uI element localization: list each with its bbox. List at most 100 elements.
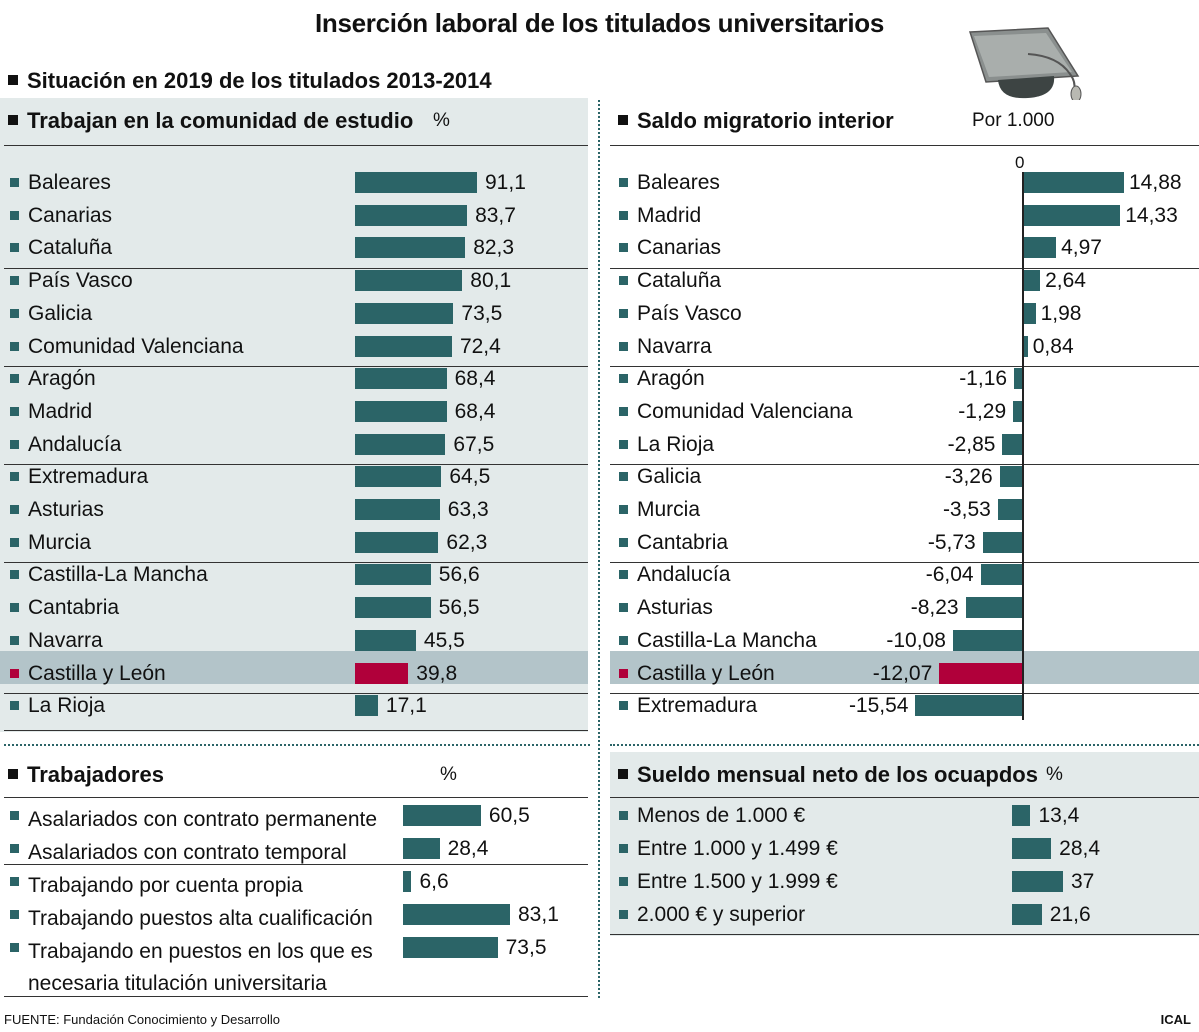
bullet-icon — [10, 341, 19, 351]
row-divider — [610, 464, 1199, 465]
category-label: Asturias — [637, 596, 713, 620]
category-label: 2.000 € y superior — [637, 903, 806, 926]
category-label: Trabajando por cuenta propia — [28, 874, 303, 897]
category-label: Comunidad Valenciana — [637, 399, 853, 423]
category-label: Aragón — [28, 367, 96, 391]
row-divider — [4, 730, 588, 731]
source-note: FUENTE: Fundación Conocimiento y Desarro… — [4, 1012, 280, 1027]
category-label: País Vasco — [637, 301, 742, 325]
category-label: La Rioja — [28, 694, 106, 718]
value-label: 14,33 — [1125, 203, 1178, 227]
bullet-icon — [619, 406, 628, 416]
row-divider — [4, 996, 588, 997]
bullet-icon — [10, 811, 19, 820]
value-label: 64,5 — [449, 465, 491, 489]
category-label: Murcia — [637, 498, 701, 521]
value-label: 67,5 — [453, 432, 495, 456]
value-label: 21,6 — [1049, 903, 1091, 926]
bullet-icon — [619, 811, 628, 820]
value-label: 2,64 — [1045, 269, 1086, 293]
category-label: Asalariados con contrato temporal — [28, 841, 347, 864]
bullet-icon — [619, 243, 628, 253]
bullet-icon — [10, 635, 19, 645]
value-label: 45,5 — [423, 628, 465, 652]
unit-label-saldo: Por 1.000 — [972, 110, 1055, 131]
bar — [355, 466, 442, 488]
bar — [355, 433, 446, 455]
bullet-icon — [10, 243, 19, 253]
bullet-icon — [619, 910, 628, 919]
category-label: Cantabria — [637, 530, 729, 554]
bar — [1014, 368, 1022, 390]
vertical-divider — [598, 100, 600, 998]
category-label: Entre 1.000 y 1.499 € — [637, 837, 838, 860]
category-label: Navarra — [637, 334, 712, 358]
bullet-icon — [619, 603, 628, 613]
section-title-saldo: Saldo migratorio interior — [637, 108, 894, 133]
bullet-icon — [619, 844, 628, 853]
category-label: Baleares — [637, 171, 720, 194]
category-label: Cataluña — [637, 269, 722, 293]
bar — [355, 662, 409, 684]
bar — [355, 335, 452, 357]
bar — [1012, 838, 1052, 859]
value-label: -15,54 — [848, 694, 909, 718]
value-label: 17,1 — [385, 694, 427, 718]
category-label: Galicia — [637, 465, 702, 489]
bar — [1022, 237, 1057, 259]
row-divider — [610, 562, 1199, 563]
bullet-icon — [619, 439, 628, 449]
value-label: 13,4 — [1038, 804, 1080, 827]
bullet-icon — [619, 341, 628, 351]
category-label: Castilla y León — [28, 661, 166, 685]
bar — [403, 871, 412, 892]
panel-comunidad — [0, 98, 588, 732]
category-label: Madrid — [28, 399, 93, 423]
value-label: 83,7 — [475, 203, 516, 227]
square-bullet-icon — [8, 115, 18, 125]
bullet-icon — [619, 537, 628, 547]
value-label: 62,3 — [446, 530, 488, 554]
bullet-icon — [619, 210, 628, 220]
category-label: País Vasco — [28, 269, 133, 293]
bar — [355, 368, 447, 390]
value-label: 39,8 — [416, 661, 458, 685]
value-label: -10,08 — [886, 628, 946, 652]
bar — [1012, 871, 1063, 892]
bullet-icon — [619, 505, 628, 514]
bullet-icon — [10, 668, 19, 678]
row-divider — [4, 693, 588, 694]
bar — [355, 564, 431, 586]
category-label: Asalariados con contrato permanente — [28, 808, 378, 831]
value-label: 1,98 — [1040, 301, 1082, 325]
unit-label-trabajadores: % — [440, 764, 457, 785]
bar — [355, 499, 440, 520]
value-label: -8,23 — [910, 596, 959, 620]
value-label: -1,29 — [958, 399, 1007, 423]
value-label: 4,97 — [1061, 236, 1102, 260]
category-label: Navarra — [28, 628, 103, 652]
category-label: Extremadura — [637, 694, 758, 718]
bullet-icon — [10, 210, 19, 220]
category-label: Canarias — [28, 203, 113, 227]
row-divider — [4, 464, 588, 465]
value-label: 91,1 — [485, 171, 526, 194]
section-header-sueldo: Sueldo mensual neto de los ocuapdos — [618, 762, 1038, 788]
bar — [952, 629, 1022, 651]
bullet-icon — [10, 308, 19, 318]
category-label: Castilla y León — [637, 661, 775, 685]
category-label: Castilla-La Mancha — [28, 563, 208, 587]
value-label: 6,6 — [419, 870, 449, 893]
bullet-icon — [619, 570, 628, 580]
bar — [355, 531, 439, 553]
bullet-icon — [10, 877, 19, 886]
value-label: -12,07 — [872, 661, 933, 685]
bar — [355, 172, 477, 193]
category-label: Andalucía — [28, 432, 122, 456]
category-label: Baleares — [28, 171, 111, 194]
value-label: 68,4 — [454, 399, 496, 423]
value-label: 63,3 — [447, 498, 489, 521]
zero-tick-label: 0 — [1015, 153, 1025, 172]
bar — [355, 400, 447, 422]
row-divider — [610, 797, 1199, 798]
